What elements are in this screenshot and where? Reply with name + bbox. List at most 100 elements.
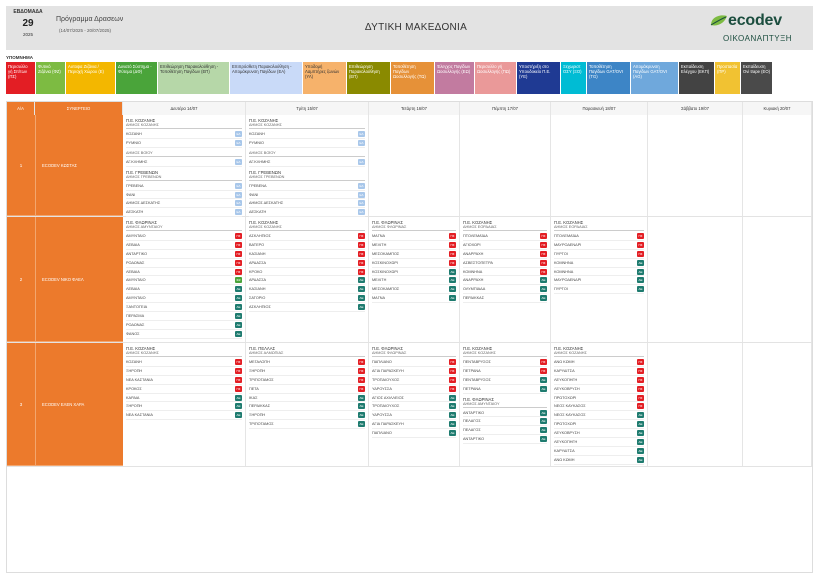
activity-badge: ΠΣ (449, 232, 456, 239)
list-item: ΠΕΝΤΑΒΡΥΣΟΣ ΠΣ (463, 358, 547, 367)
area-block: Π.Ε. ΓΡΕΒΕΝΩΝ ΔΗΜΟΣ ΓΡΕΒΕΝΩΝ ΓΡΕΒΕΝΑ ΕΑ ΦΑΝΙ… (249, 170, 365, 218)
activity-badge: ΠΣ (540, 241, 547, 248)
activity-badge: ΠΣ (358, 376, 365, 383)
day-cell (648, 343, 743, 466)
list-item: ΠΕΡΑΣΜΑ ΑΕ (126, 312, 242, 321)
activity-badge: ΑΕ (540, 376, 547, 383)
location-name: ΚΑΡΔΙΑ (126, 395, 140, 400)
activity-badge: ΑΕ (637, 456, 644, 463)
activity-badge: ΑΕ (358, 295, 365, 302)
activity-badge: ΑΕ (235, 394, 242, 401)
activity-badge: ΠΣ (235, 358, 242, 365)
list-item: ΜΕΓΑΛΟΠΗ ΠΣ (249, 358, 365, 367)
table-header: Α/Α ΣΥΝΕΡΓΕΙΟ Δευτέρα 14/07 Τρίτη 15/07 Τετά… (7, 102, 812, 115)
activity-badge: ΠΣ (358, 385, 365, 392)
day-cell (648, 217, 743, 342)
area-block: ΔΗΜΟΣ ΒΟΪΟΥ ΑΓ.ΚΛΗΜΗΣ ΕΑ (249, 151, 365, 167)
activity-badge: ΑΕ (637, 412, 644, 419)
activity-badge: ΑΕ (637, 259, 644, 266)
list-item: ΠΥΡΓΟΙ ΠΣ (554, 250, 644, 259)
municipality: ΔΗΜΟΣ ΒΟΪΟΥ (126, 151, 242, 157)
row-number: 1 (7, 115, 35, 216)
location-name: ΚΟΜΝΗΝΑ (554, 269, 574, 274)
municipality: ΔΗΜΟΣ ΚΟΖΑΝΗΣ (554, 351, 644, 357)
location-name: ΤΡΙΠΟΤΑΜΟΣ (249, 377, 274, 382)
legend-item: Εκπαίδευση Ελέγχου (ΕΚΠ) (679, 62, 715, 94)
location-name: ΛΕΒΑΙΑ (126, 287, 140, 292)
list-item: ΜΕΛΙΤΗ ΠΣ (372, 241, 456, 250)
activity-badge: ΑΕ (540, 295, 547, 302)
legend-item: Περισυλλο γή Ωοσυλλογής (ΠΩ) (475, 62, 517, 94)
list-item: ΠΕΤΑ ΠΣ (249, 385, 365, 394)
municipality: ΔΗΜΟΣ ΚΟΖΑΝΗΣ (463, 351, 547, 357)
table-body: 1 ECODEV ΚΩΣΤΑΣ Π.Ε. ΚΟΖΑΝΗΣ ΔΗΜΟΣ ΚΟΖΑΝΗΣ Κ… (7, 115, 812, 467)
column-header: Πέμπτη 17/07 (460, 102, 551, 115)
activity-badge: ΑΕ (235, 312, 242, 319)
list-item: ΛΕΥΚΟΠΗΓΗ ΑΕ (554, 438, 644, 447)
regional-unit: Π.Ε. ΚΟΖΑΝΗΣ (249, 220, 279, 225)
activity-badge: ΕΑ (358, 158, 365, 165)
activity-badge: ΑΕ (637, 421, 644, 428)
location-name: ΑΡΔΑΣΣΑ (249, 278, 267, 283)
list-item: ΦΑΝΙ ΕΑ (126, 191, 242, 200)
municipality: ΔΗΜΟΣ ΑΜΥΝΤΑΙΟΥ (463, 402, 547, 408)
location-name: ΔΕΣΚΑΤΗ (249, 210, 267, 215)
day-cell (743, 217, 812, 342)
activity-badge: ΕΑ (235, 139, 242, 146)
location-name: ΜΕΣΟΚΑΜΠΟΣ (372, 287, 400, 292)
municipality: ΔΗΜΟΣ ΑΜΥΝΤΑΙΟΥ (126, 225, 242, 231)
list-item: ΚΑΣΙΑΝΗ ΑΕ (249, 285, 365, 295)
regional-unit: Π.Ε. ΦΛΩΡΙΝΑΣ (126, 220, 157, 225)
location-name: ΚΟΣΚΙΝΟΧΩΡΙ (372, 260, 398, 265)
activity-badge: ΑΕ (358, 286, 365, 293)
activity-badge: ΠΣ (449, 250, 456, 257)
list-item: ΠΕΤΡΑΝΑ ΑΕ (463, 385, 547, 394)
activity-badge: ΠΣ (540, 250, 547, 257)
location-name: ΠΕΤΡΑΝΑ (463, 386, 481, 391)
location-name: ΦΑΝΙ (249, 192, 259, 197)
area-block: Π.Ε. ΦΛΩΡΙΝΑΣ ΔΗΜΟΣ ΑΜΥΝΤΑΙΟΥ ΑΜΥΝΤΑΙΟ ΠΣ ΛΕ… (126, 220, 242, 339)
activity-badge: ΑΕ (540, 418, 547, 425)
list-item: ΥΔΡΟΥΣΣΑ ΠΣ (372, 385, 456, 394)
list-item: ΑΣΚΛΗΠΙΟΣ ΑΕ (249, 303, 365, 313)
location-name: ΜΑΓΝΑ (372, 296, 386, 301)
day-cell (460, 115, 551, 216)
location-name: ΞΗΡΟΠΗ (126, 368, 143, 373)
activity-badge: ΑΕ (358, 421, 365, 428)
location-name: ΚΟΣΚΙΝΟΧΩΡΙ (372, 269, 398, 274)
location-name: ΜΑΥΡΟΔΕΝΔΡΙ (554, 242, 582, 247)
list-item: ΜΕΣΟΚΑΜΠΟΣ ΠΣ (372, 250, 456, 259)
list-item: ΑΣΚΛΗΠΙΟΣ ΠΣ (249, 232, 365, 241)
activity-badge: ΕΑ (235, 158, 242, 165)
activity-badge: ΠΣ (235, 268, 242, 275)
day-cell (648, 115, 743, 216)
list-item: ΜΕΣΟΚΑΜΠΟΣ ΑΕ (372, 285, 456, 295)
list-item: ΚΡΟΚΟ ΠΣ (249, 268, 365, 277)
list-item: ΞΗΡΟΠΗ ΠΣ (126, 367, 242, 376)
location-name: ΒΑΤΕΡΟ (249, 242, 265, 247)
list-item: ΑΝΩ ΚΩΜΗ ΠΣ (554, 358, 644, 367)
regional-unit: Π.Ε. ΓΡΕΒΕΝΩΝ (126, 169, 158, 175)
location-name: ΠΕΝΤΑΒΡΥΣΟΣ (463, 377, 491, 382)
activity-badge: ΑΕ (449, 430, 456, 437)
regional-unit: Π.Ε. ΚΟΖΑΝΗΣ (249, 118, 279, 123)
list-item: ΑΓΙΑ ΠΑΡΑΣΚΕΥΗ ΠΣ (372, 367, 456, 376)
regional-unit: Π.Ε. ΚΟΖΑΝΗΣ (554, 220, 584, 225)
location-name: ΣΑΤΟΡΙΟ (249, 296, 266, 301)
activity-badge: ΑΕ (637, 268, 644, 275)
location-name: ΠΤΟΛΕΜΑΪΔΑ (554, 233, 579, 238)
activity-badge: ΑΕ (235, 330, 242, 337)
logo-subtitle: ΟΙΚΟΑΝΑΠΤΥΞΗ (723, 34, 793, 43)
activity-badge: ΑΕ (637, 286, 644, 293)
location-name: ΔΗΜΟΣ ΔΕΣΚΑΤΗΣ (126, 201, 161, 206)
week-label: ΕΒΔΟΜΑΔΑ (13, 9, 43, 15)
municipality: ΔΗΜΟΣ ΚΟΖΑΝΗΣ (126, 123, 242, 129)
location-name: ΓΡΕΒΕΝΑ (126, 183, 144, 188)
list-item: ΜΕΛΙΤΗ ΑΕ (372, 276, 456, 286)
location-name: ΠΕΛΑΓΟΣ (463, 428, 481, 433)
activity-badge: ΠΣ (540, 367, 547, 374)
day-cell: Π.Ε. ΚΟΖΑΝΗΣ ΔΗΜΟΣ ΕΟΡΔΑΙΑΣ ΠΤΟΛΕΜΑΪΔΑ ΠΣ ΜΑ… (551, 217, 648, 342)
activity-badge: ΕΑ (358, 182, 365, 189)
location-name: ΠΥΡΓΟΙ (554, 287, 568, 292)
location-name: ΠΕΛΑΓΟΣ (463, 419, 481, 424)
